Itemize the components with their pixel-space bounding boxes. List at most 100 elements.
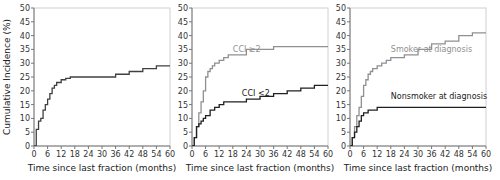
plot-frame: [34, 8, 170, 146]
y-tick-label: 40: [336, 32, 346, 41]
x-axis-label: Time since last fraction (months): [185, 163, 335, 173]
step-line: [350, 33, 486, 146]
x-tick: [102, 146, 103, 149]
x-tick: [445, 146, 446, 149]
y-tick: [31, 8, 34, 9]
y-tick-label: 45: [178, 18, 188, 27]
x-tick-label: 60: [165, 150, 175, 159]
x-tick-label: 12: [56, 150, 66, 159]
step-line: [34, 66, 170, 146]
x-tick-label: 6: [203, 150, 208, 159]
y-tick: [31, 77, 34, 78]
y-tick: [347, 77, 350, 78]
y-tick: [189, 146, 192, 147]
y-tick-label: 30: [336, 59, 346, 68]
x-tick: [377, 146, 378, 149]
y-tick: [189, 49, 192, 50]
y-tick: [189, 21, 192, 22]
y-tick-label: 0: [183, 142, 188, 151]
x-tick-label: 60: [481, 150, 491, 159]
y-tick: [31, 104, 34, 105]
y-tick-label: 50: [178, 4, 188, 13]
y-tick: [31, 35, 34, 36]
x-tick: [418, 146, 419, 149]
y-tick-label: 0: [25, 142, 30, 151]
y-tick-label: 30: [20, 59, 30, 68]
y-tick-label: 5: [183, 128, 188, 137]
x-tick: [458, 146, 459, 149]
x-tick-label: 18: [386, 150, 396, 159]
annotation: CCI <2: [242, 89, 270, 98]
x-tick-label: 54: [467, 150, 477, 159]
y-tick: [189, 118, 192, 119]
figure: 0612182430364248546005101520253035404550…: [0, 0, 500, 180]
y-tick-label: 15: [20, 101, 30, 110]
x-tick-label: 30: [413, 150, 423, 159]
annotation: Smoker at diagnosis: [391, 45, 472, 54]
y-tick: [31, 21, 34, 22]
y-tick-label: 35: [336, 45, 346, 54]
x-tick: [205, 146, 206, 149]
x-tick-label: 36: [427, 150, 437, 159]
x-tick: [363, 146, 364, 149]
x-tick: [74, 146, 75, 149]
plot-area: [350, 33, 486, 146]
y-tick-label: 25: [20, 73, 30, 82]
x-tick-label: 30: [97, 150, 107, 159]
panel: 0612182430364248546005101520253035404550…: [2, 4, 176, 173]
y-tick-label: 25: [336, 73, 346, 82]
x-tick: [170, 146, 171, 149]
step-line: [192, 85, 328, 146]
y-tick: [31, 90, 34, 91]
x-tick-label: 54: [151, 150, 161, 159]
y-tick: [31, 146, 34, 147]
y-tick: [347, 146, 350, 147]
x-tick-label: 30: [255, 150, 265, 159]
x-tick-label: 24: [83, 150, 93, 159]
x-tick-label: 48: [138, 150, 148, 159]
x-tick: [273, 146, 274, 149]
x-tick-label: 0: [31, 150, 36, 159]
x-tick-label: 36: [269, 150, 279, 159]
y-tick: [31, 118, 34, 119]
y-tick-label: 5: [25, 128, 30, 137]
x-tick-label: 42: [124, 150, 134, 159]
y-tick: [189, 77, 192, 78]
y-tick-label: 45: [20, 18, 30, 27]
x-tick-label: 42: [282, 150, 292, 159]
x-tick-label: 48: [296, 150, 306, 159]
x-tick-label: 24: [241, 150, 251, 159]
x-tick: [472, 146, 473, 149]
x-tick: [314, 146, 315, 149]
x-tick-label: 12: [372, 150, 382, 159]
y-tick-label: 20: [20, 87, 30, 96]
x-tick: [486, 146, 487, 149]
annotation: Nonsmoker at diagnosis: [391, 92, 487, 101]
y-tick: [347, 8, 350, 9]
y-tick: [31, 63, 34, 64]
x-tick-label: 6: [361, 150, 366, 159]
x-axis-label: Time since last fraction (months): [27, 163, 177, 173]
x-tick: [142, 146, 143, 149]
plot-area: [34, 66, 170, 146]
y-tick-label: 50: [20, 4, 30, 13]
y-tick-label: 0: [341, 142, 346, 151]
x-tick: [404, 146, 405, 149]
x-tick-label: 36: [111, 150, 121, 159]
y-tick: [347, 132, 350, 133]
x-tick: [328, 146, 329, 149]
y-tick-label: 15: [336, 101, 346, 110]
y-tick: [189, 90, 192, 91]
x-tick-label: 54: [309, 150, 319, 159]
x-tick-label: 24: [399, 150, 409, 159]
plot-frame: [350, 8, 486, 146]
x-tick-label: 12: [214, 150, 224, 159]
x-tick: [115, 146, 116, 149]
y-tick-label: 10: [178, 114, 188, 123]
x-tick: [232, 146, 233, 149]
step-line: [350, 107, 486, 146]
x-tick-label: 60: [323, 150, 333, 159]
y-tick: [189, 8, 192, 9]
y-axis-label: Cumulative Incidence (%): [2, 19, 12, 135]
plot-area: [192, 47, 328, 146]
